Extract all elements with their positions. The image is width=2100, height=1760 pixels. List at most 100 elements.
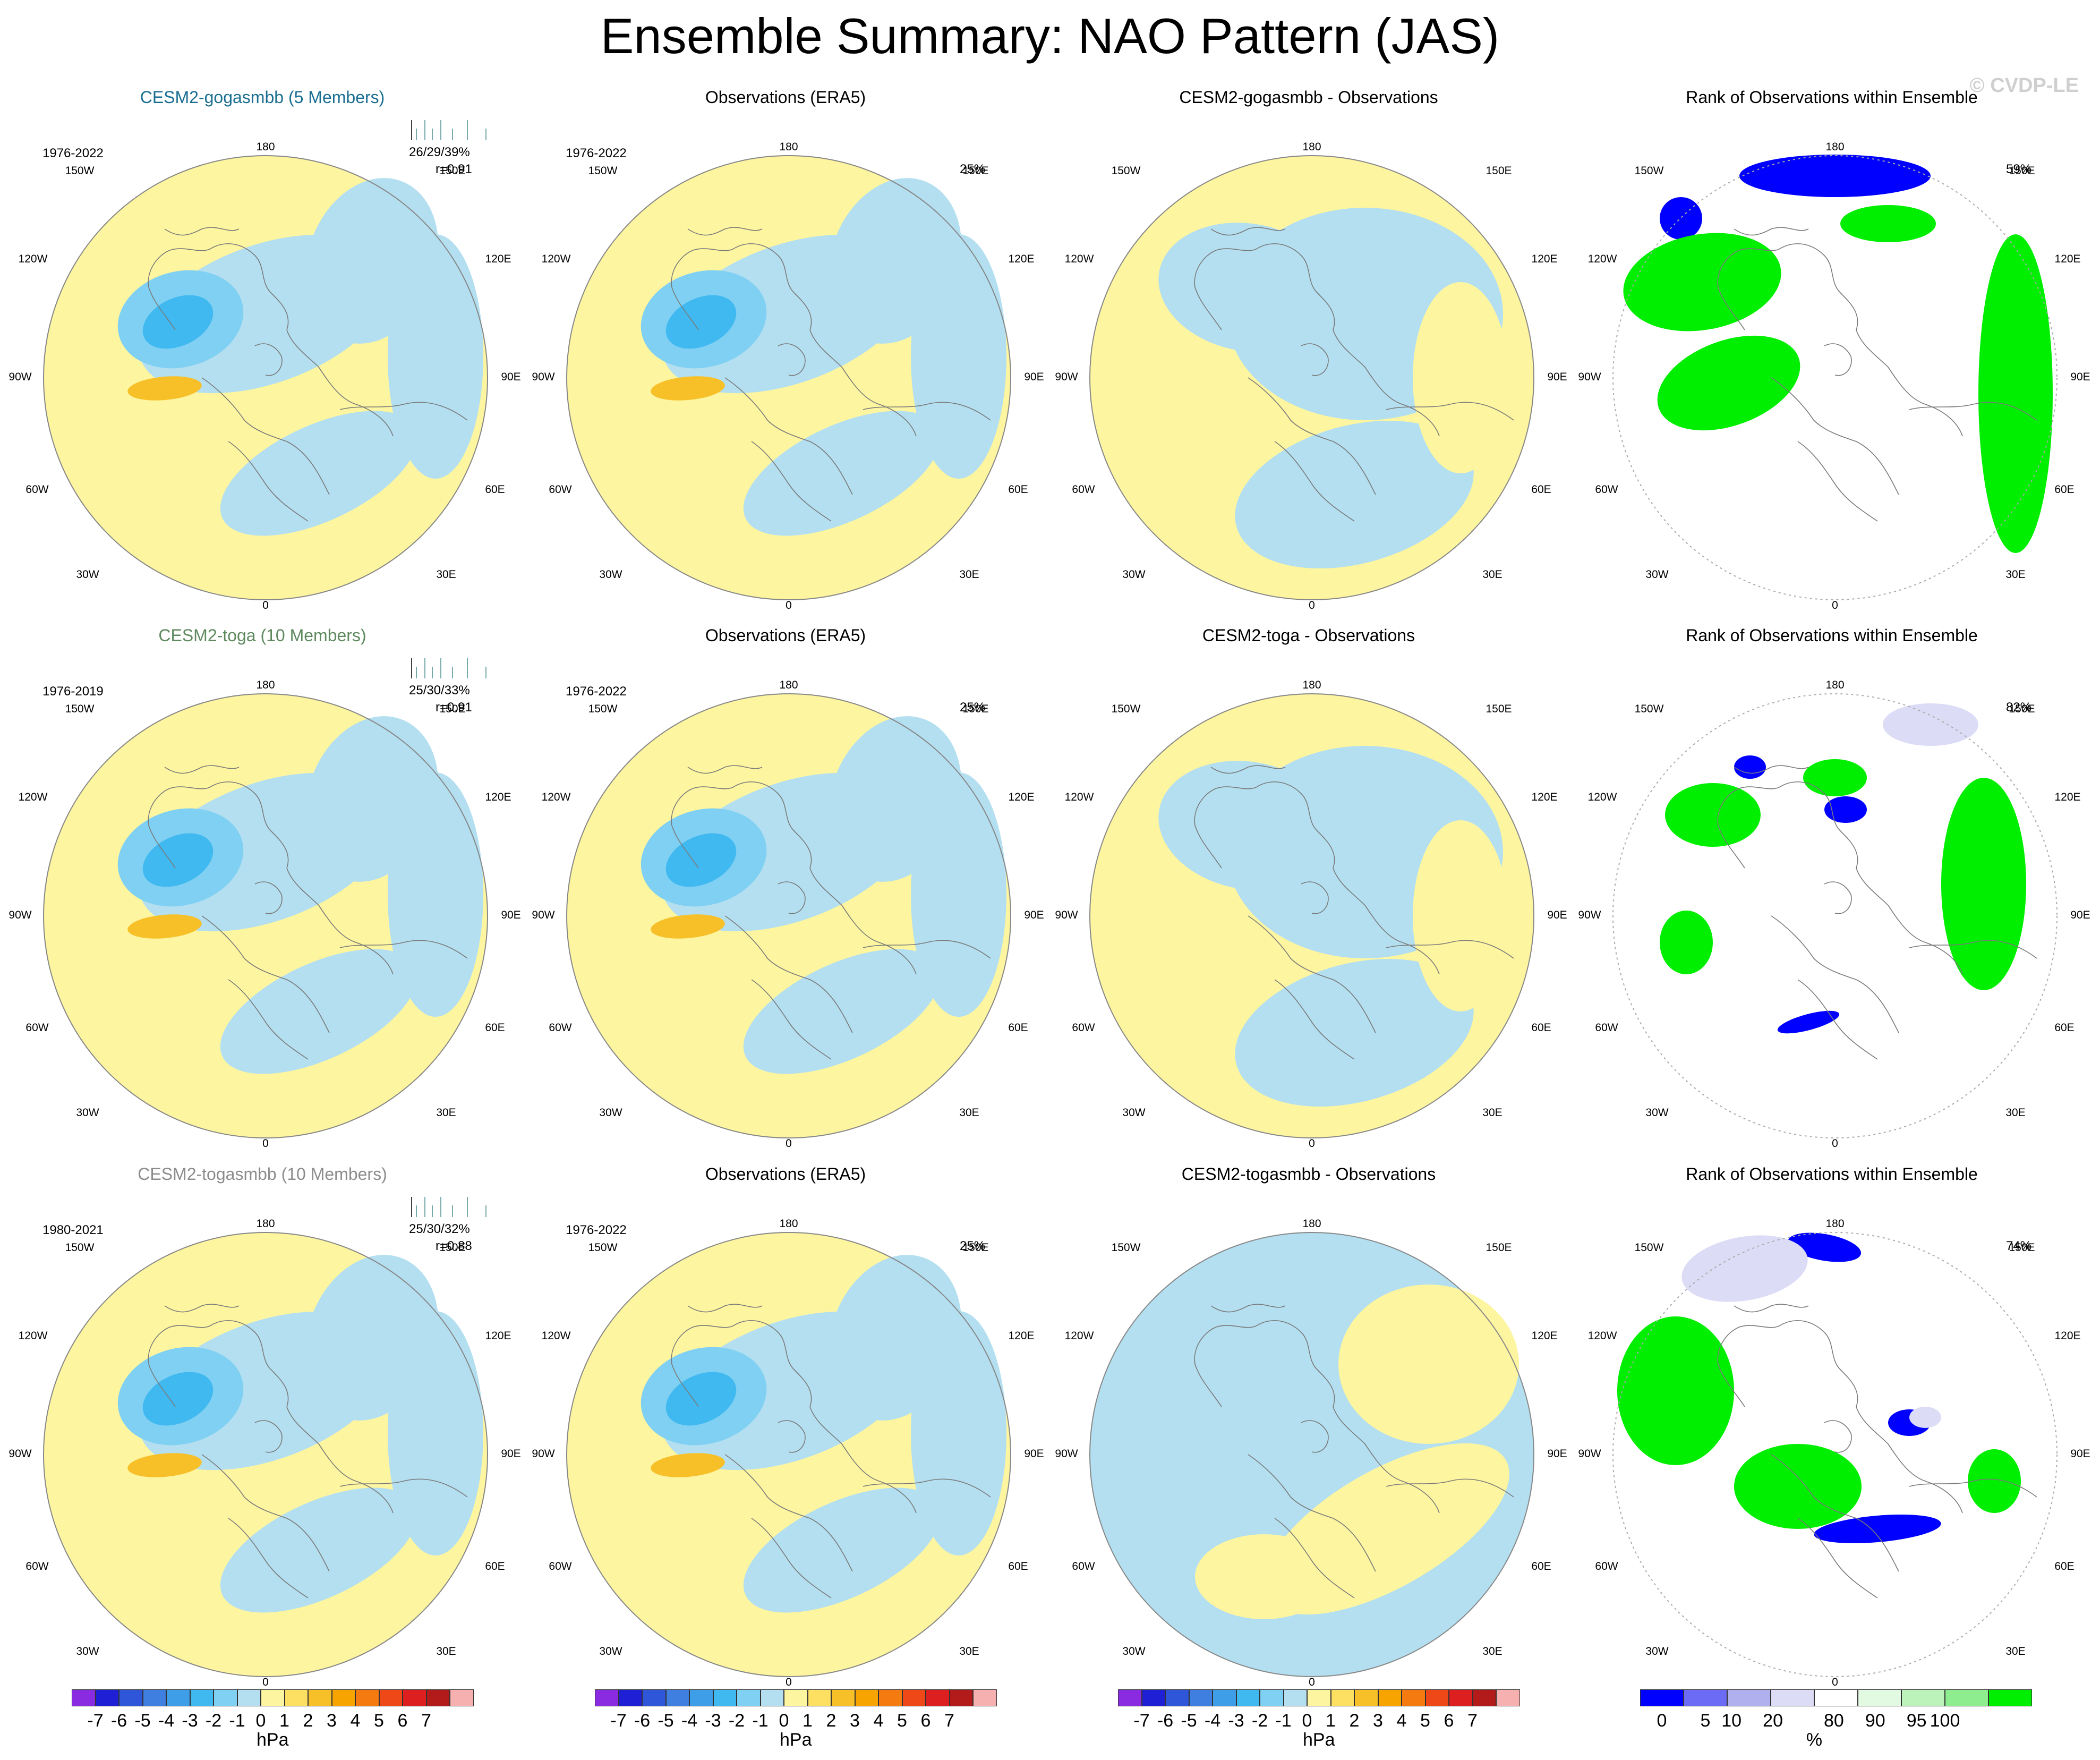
colorbar-swatch: [1771, 1689, 1814, 1706]
coordinate-label: 90E: [2070, 1448, 2090, 1460]
colorbar-swatch: [1496, 1689, 1520, 1706]
colorbar-swatch: [95, 1689, 119, 1706]
colorbar-tick-label: -6: [634, 1711, 651, 1731]
colorbar-swatch: [142, 1689, 166, 1706]
negative-region: [743, 411, 941, 536]
panel-title: Rank of Observations within Ensemble: [1686, 626, 1978, 645]
colorbar-tick-label: 0: [1657, 1711, 1667, 1731]
coastline: [1717, 247, 1782, 330]
rank-high-region: [1617, 1316, 1734, 1465]
colorbar-swatch: [1260, 1689, 1284, 1706]
coastline: [724, 915, 853, 1033]
coordinate-label: 150E: [2009, 1242, 2035, 1254]
colorbar-tick-label: -3: [182, 1711, 198, 1731]
coastline: [751, 441, 832, 522]
coordinate-label: 120W: [18, 791, 48, 803]
panel-title: Rank of Observations within Ensemble: [1686, 88, 1978, 107]
positive-region: [1195, 1534, 1333, 1619]
colorbar-swatch: [119, 1689, 143, 1706]
coordinate-label: 150W: [65, 1242, 95, 1254]
colorbar-tick-label: -7: [87, 1711, 104, 1731]
coordinate-label: 90E: [1547, 1448, 1567, 1460]
colorbar-swatch: [1858, 1689, 1901, 1706]
coordinate-label: 150E: [439, 165, 466, 177]
coastline: [778, 1420, 806, 1453]
panel-title: Observations (ERA5): [705, 88, 866, 107]
colorbar-tick-label: 10: [1721, 1711, 1742, 1731]
coastline: [1781, 1320, 1858, 1407]
pattern-percent: 74%: [2006, 1239, 2032, 1253]
coastline: [286, 868, 394, 975]
colorbar-swatch: [665, 1689, 689, 1706]
coordinate-label: 90W: [1578, 909, 1601, 921]
colorbar-swatch: [1165, 1689, 1189, 1706]
colorbar-swatch: [902, 1689, 926, 1706]
map-panel: CESM2-toga - Observations 180 0 90W 90E 150W 1…: [1046, 626, 1571, 1162]
coastline: [164, 227, 240, 236]
coordinate-label: 180: [779, 679, 798, 691]
coordinate-label: 90W: [8, 371, 32, 383]
map-outline: [43, 693, 488, 1138]
coastline: [201, 1454, 330, 1572]
map-outline: [566, 1232, 1011, 1677]
coordinate-label: 150E: [962, 703, 989, 715]
coordinate-label: 150E: [439, 703, 466, 715]
colorbar-unit: hPa: [780, 1730, 812, 1750]
colorbar-swatch: [1425, 1689, 1449, 1706]
pattern-correlation: r=0.88: [436, 1239, 472, 1253]
coordinate-label: 180: [1302, 1218, 1321, 1230]
coordinate-label: 90W: [1055, 1448, 1078, 1460]
coordinate-label: 30W: [1645, 1645, 1669, 1657]
panel-title: Observations (ERA5): [705, 626, 866, 645]
positive-region: [1413, 282, 1508, 473]
polar-map: [1089, 155, 1534, 600]
colorbar-swatch: [355, 1689, 379, 1706]
coordinate-label: 150W: [588, 1242, 618, 1254]
colorbar-tick-label: 2: [303, 1711, 313, 1731]
colorbar-tick-label: 0: [779, 1711, 789, 1731]
colorbar-tick-label: 80: [1823, 1711, 1844, 1731]
coordinate-label: 90E: [1024, 909, 1044, 921]
coordinate-label: 60W: [1595, 483, 1618, 496]
coastline: [1824, 343, 1852, 376]
coordinate-label: 150E: [1486, 165, 1512, 177]
coordinate-label: 150E: [962, 165, 989, 177]
coastline: [1301, 881, 1329, 914]
colorbar-tick-label: 0: [1302, 1711, 1312, 1731]
colorbar-tick-label: 3: [1373, 1711, 1383, 1731]
watermark: © CVDP-LE: [1969, 74, 2079, 97]
coastline: [254, 343, 283, 376]
colorbar-swatch: [1727, 1689, 1771, 1706]
rank-light-region: [1681, 1235, 1808, 1302]
coastline: [724, 1454, 853, 1572]
coordinate-label: 180: [1302, 141, 1321, 153]
high-center: [651, 1453, 725, 1477]
polar-map: [566, 155, 1011, 600]
rank-high-region: [1734, 1444, 1862, 1529]
coastline: [1194, 247, 1259, 330]
rank-light-region: [1909, 1407, 1941, 1428]
colorbar-swatch: [1307, 1689, 1331, 1706]
coordinate-label: 150E: [439, 1242, 466, 1254]
coordinate-label: 120W: [1064, 1330, 1094, 1342]
rank-low-region: [1660, 197, 1702, 240]
coordinate-label: 180: [1825, 679, 1845, 691]
coordinate-label: 0: [1309, 1676, 1315, 1688]
map-outline: [43, 155, 488, 600]
colorbar-swatch: [1449, 1689, 1473, 1706]
coastline: [286, 329, 394, 437]
polar-map: [43, 693, 488, 1138]
coordinate-label: 60W: [1595, 1560, 1618, 1572]
negative-region: [911, 1311, 1006, 1555]
map-outline: [1612, 693, 2058, 1138]
negative-region: [388, 1311, 483, 1555]
coordinate-label: 60E: [1008, 483, 1028, 496]
colorbar-tick-label: 1: [279, 1711, 289, 1731]
colorbar-tick-label: -6: [1157, 1711, 1174, 1731]
positive-region: [1413, 820, 1508, 1011]
negative-region: [388, 234, 483, 479]
coastline: [1258, 781, 1335, 869]
colorbar-tick-label: -2: [1251, 1711, 1268, 1731]
coordinate-label: 150W: [1634, 165, 1664, 177]
colorbar-swatch: [1378, 1689, 1402, 1706]
